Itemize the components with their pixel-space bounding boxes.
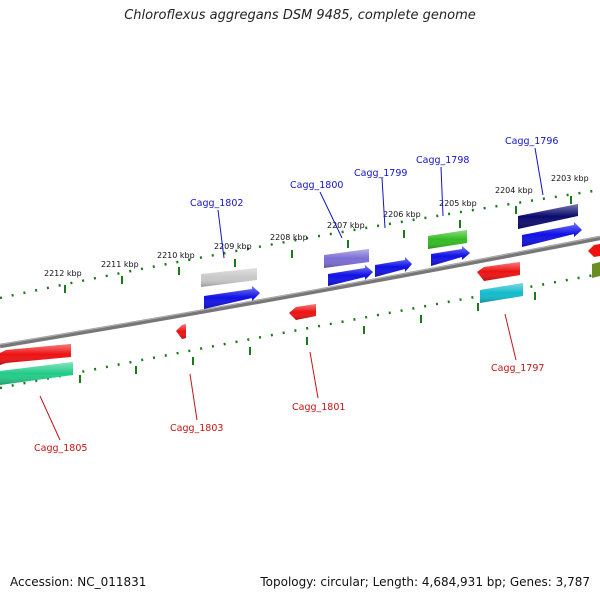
gene-label-cagg-1797[interactable]: Cagg_1797 <box>491 363 544 374</box>
scale-label: 2210 kbp <box>157 251 195 260</box>
outer-scale-ring <box>0 188 600 300</box>
gene-feature[interactable] <box>0 344 71 365</box>
accession-text: Accession: NC_011831 <box>10 575 147 589</box>
gene-track-outer <box>201 204 578 287</box>
gene-feature[interactable] <box>201 268 257 287</box>
gene-feature[interactable] <box>0 362 73 385</box>
gene-feature[interactable] <box>431 246 470 266</box>
gene-feature[interactable] <box>518 204 578 229</box>
scale-labels: 2212 kbp 2211 kbp 2210 kbp 2209 kbp 2208… <box>44 174 589 278</box>
gene-feature[interactable] <box>522 222 582 247</box>
genome-backbone <box>0 235 600 349</box>
scale-label: 2207 kbp <box>327 221 365 230</box>
genome-summary-text: Topology: circular; Length: 4,684,931 bp… <box>260 575 590 589</box>
scale-label: 2212 kbp <box>44 269 82 278</box>
scale-label: 2204 kbp <box>495 186 533 195</box>
gene-track-inner <box>0 283 523 385</box>
gene-feature[interactable] <box>477 262 520 281</box>
gene-label-cagg-1805[interactable]: Cagg_1805 <box>34 443 87 454</box>
scale-label: 2209 kbp <box>214 242 252 251</box>
gene-feature[interactable] <box>592 262 600 278</box>
gene-label-cagg-1796[interactable]: Cagg_1796 <box>505 136 558 147</box>
gene-feature[interactable] <box>324 249 369 268</box>
gene-label-cagg-1800[interactable]: Cagg_1800 <box>290 180 343 191</box>
gene-track-forward <box>204 222 600 309</box>
gene-feature[interactable] <box>289 304 316 320</box>
gene-feature[interactable] <box>375 257 412 277</box>
scale-label: 2203 kbp <box>551 174 589 183</box>
gene-labels-bottom: Cagg_1805 Cagg_1803 Cagg_1801 Cagg_1797 <box>34 363 544 454</box>
gene-feature[interactable] <box>588 244 600 257</box>
gene-label-cagg-1802[interactable]: Cagg_1802 <box>190 198 243 209</box>
inner-scale-ring <box>0 272 600 390</box>
gene-label-cagg-1799[interactable]: Cagg_1799 <box>354 168 407 179</box>
gene-label-cagg-1798[interactable]: Cagg_1798 <box>416 155 469 166</box>
label-leaders <box>39 147 544 441</box>
gene-feature[interactable] <box>428 230 467 249</box>
gene-label-cagg-1803[interactable]: Cagg_1803 <box>170 423 223 434</box>
scale-label: 2211 kbp <box>101 260 139 269</box>
scale-label: 2206 kbp <box>383 210 421 219</box>
gene-feature[interactable] <box>328 265 373 286</box>
gene-feature[interactable] <box>176 324 186 339</box>
gene-feature[interactable] <box>480 283 523 303</box>
scale-label: 2208 kbp <box>270 233 308 242</box>
gene-labels-top: Cagg_1802 Cagg_1800 Cagg_1799 Cagg_1798 … <box>190 136 558 209</box>
gene-track-reverse <box>0 244 600 365</box>
scale-label: 2205 kbp <box>439 199 477 208</box>
gene-label-cagg-1801[interactable]: Cagg_1801 <box>292 402 345 413</box>
genome-title: Chloroflexus aggregans DSM 9485, complet… <box>124 8 476 23</box>
gene-feature[interactable] <box>204 286 260 309</box>
